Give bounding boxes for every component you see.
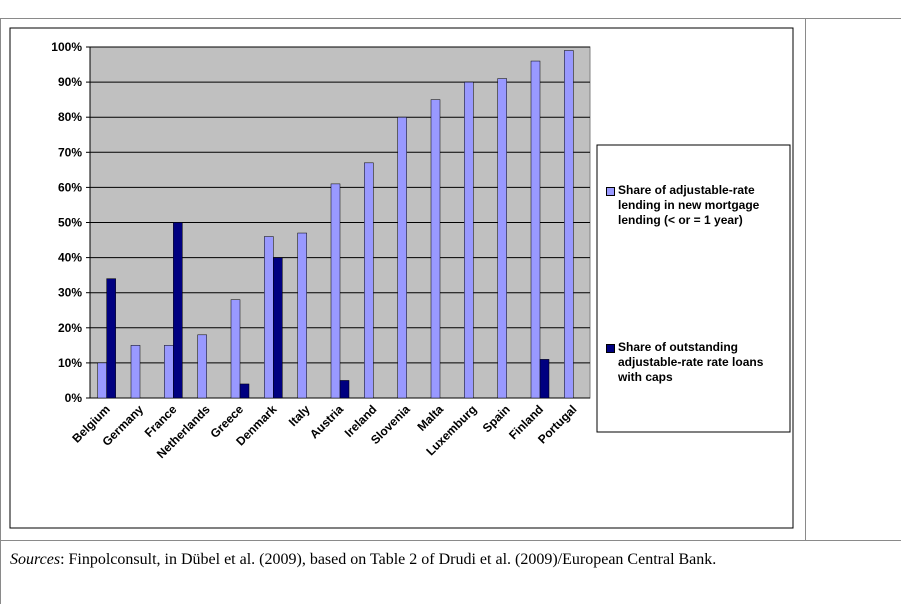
y-tick-label: 40%	[58, 251, 82, 265]
bar	[539, 359, 550, 399]
bar	[264, 236, 274, 399]
bar	[297, 232, 307, 399]
y-tick-label: 0%	[65, 391, 83, 405]
table-border	[0, 18, 1, 604]
y-tick-label: 30%	[58, 286, 82, 300]
table-border	[0, 540, 901, 541]
y-tick-label: 80%	[58, 110, 82, 124]
y-tick-label: 90%	[58, 75, 82, 89]
bar	[339, 380, 350, 399]
y-tick-label: 50%	[58, 216, 82, 230]
bar	[106, 278, 116, 399]
y-tick-label: 10%	[58, 356, 82, 370]
source-note: Sources: Finpolconsult, in Dübel et al. …	[10, 549, 790, 571]
bar	[430, 99, 441, 399]
bar	[173, 222, 183, 399]
bar	[197, 334, 207, 399]
y-tick-label: 100%	[51, 40, 82, 54]
table-border	[0, 18, 901, 19]
y-tick-label: 70%	[58, 145, 82, 159]
bar	[497, 78, 507, 399]
y-tick-label: 60%	[58, 180, 82, 194]
legend-box	[596, 144, 791, 433]
bar	[239, 383, 250, 399]
bar	[130, 345, 141, 399]
legend-swatch	[606, 344, 615, 353]
bar	[273, 257, 283, 399]
source-text: : Finpolconsult, in Dübel et al. (2009),…	[60, 551, 717, 568]
bar	[530, 60, 541, 399]
bar	[230, 299, 241, 399]
bar	[330, 183, 341, 399]
bar	[564, 50, 574, 399]
bar	[364, 162, 374, 399]
source-label: Sources	[10, 551, 61, 568]
bar	[164, 345, 174, 399]
legend-label: Share of adjustable-rate lending in new …	[618, 183, 760, 227]
bar	[97, 362, 107, 399]
bar	[397, 116, 407, 399]
y-tick-label: 20%	[58, 321, 82, 335]
legend-swatch	[606, 187, 615, 196]
legend-label: Share of outstanding adjustable-rate rat…	[618, 340, 764, 384]
bar	[464, 81, 474, 399]
table-border	[805, 18, 806, 540]
